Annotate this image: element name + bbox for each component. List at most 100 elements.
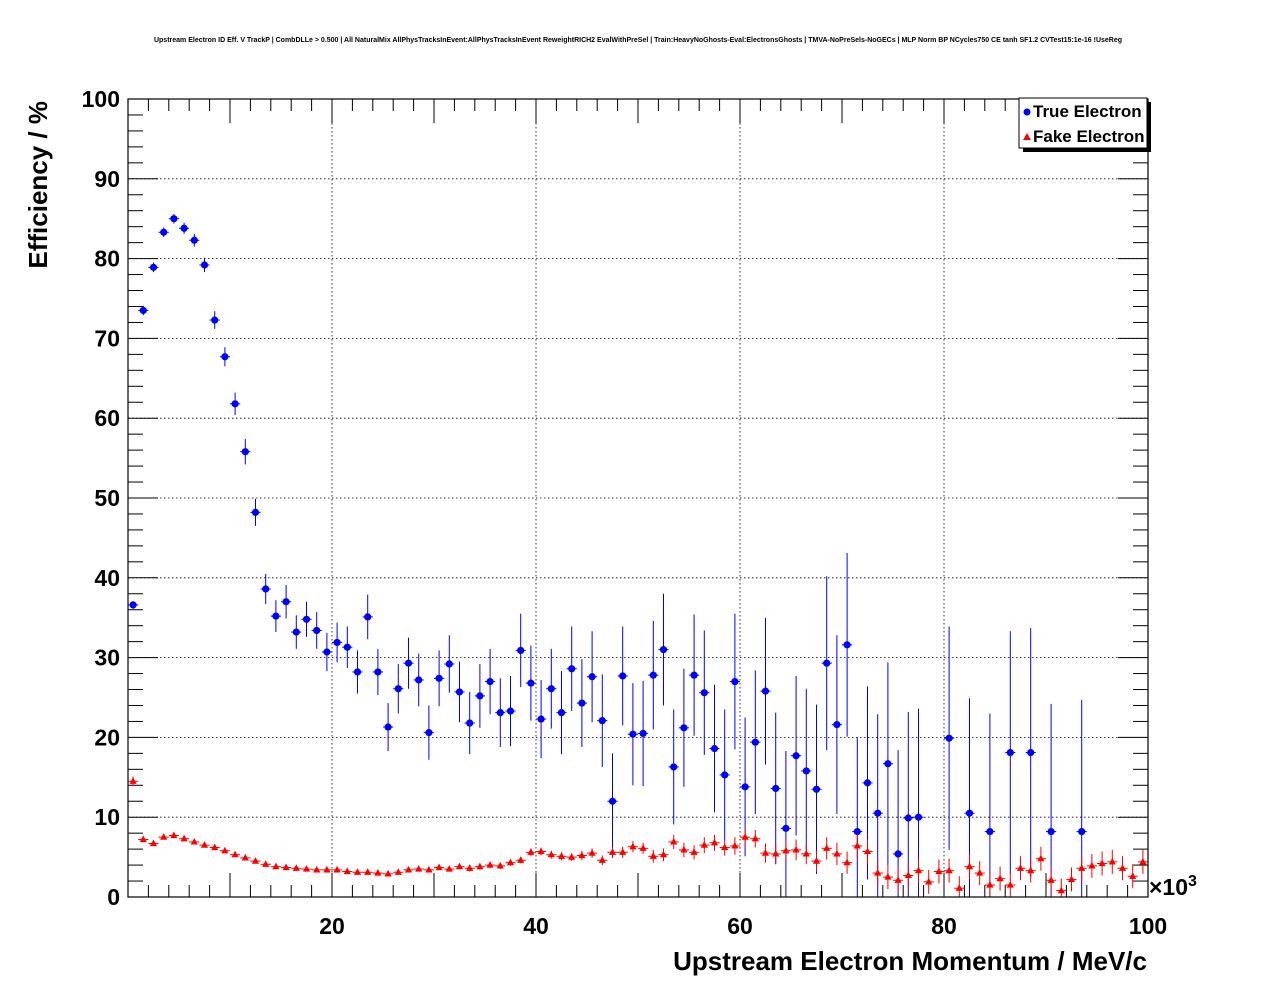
- legend: True Electron Fake Electron: [1018, 97, 1151, 152]
- data-point: [619, 848, 627, 855]
- data-point: [853, 841, 861, 849]
- data-point: [731, 841, 739, 849]
- data-point: [517, 646, 525, 655]
- x-multiplier-base: ×10: [1149, 874, 1188, 900]
- data-point: [302, 615, 311, 623]
- data-point: [578, 851, 586, 859]
- data-point: [496, 709, 504, 717]
- data-point: [272, 612, 280, 620]
- data-point: [598, 717, 606, 725]
- data-point: [608, 797, 617, 805]
- x-axis-title: Upstream Electron Momentum / MeV/c: [673, 946, 1147, 976]
- data-point: [476, 692, 484, 700]
- data-point: [190, 837, 198, 845]
- chart-title: Upstream Electron ID Eff. V TrackP | Com…: [154, 37, 1122, 44]
- data-point: [435, 674, 443, 682]
- series-true-electron: [128, 213, 1087, 897]
- data-point: [1098, 859, 1106, 867]
- data-point: [476, 862, 484, 870]
- data-point: [731, 677, 739, 686]
- data-point: [486, 677, 494, 686]
- data-point: [721, 843, 729, 851]
- data-point: [1108, 857, 1116, 865]
- y-axis-title: Efficiency / %: [23, 101, 53, 269]
- data-point: [863, 847, 872, 855]
- data-point: [517, 856, 525, 863]
- data-point: [537, 715, 545, 723]
- data-point: [700, 841, 708, 848]
- data-point: [272, 862, 280, 870]
- data-point: [221, 846, 229, 854]
- data-point: [384, 869, 392, 877]
- data-point: [455, 862, 464, 870]
- x-multiplier-exponent: 3: [1188, 873, 1197, 890]
- data-point: [659, 850, 668, 858]
- data-point: [241, 448, 249, 456]
- data-point: [1129, 872, 1137, 879]
- data-point: [211, 843, 219, 851]
- data-point: [231, 400, 239, 408]
- data-point: [353, 668, 362, 676]
- y-tick-label: 60: [94, 405, 120, 431]
- data-point: [415, 865, 423, 872]
- data-point: [466, 719, 474, 727]
- data-point: [639, 729, 647, 738]
- legend-label-true-electron: True Electron: [1033, 102, 1142, 121]
- y-tick-label: 30: [94, 645, 120, 671]
- data-point: [588, 673, 596, 681]
- data-point: [792, 845, 800, 853]
- data-point: [190, 236, 198, 244]
- data-point: [1027, 866, 1035, 874]
- data-point: [313, 865, 321, 873]
- data-point: [1006, 748, 1014, 757]
- data-point: [506, 707, 515, 715]
- data-point: [445, 660, 453, 668]
- data-point: [170, 215, 178, 223]
- data-point: [200, 261, 209, 269]
- data-point: [996, 874, 1004, 882]
- data-point: [557, 709, 566, 717]
- data-point: [680, 724, 688, 732]
- data-point: [241, 853, 249, 861]
- data-point: [649, 671, 657, 679]
- data-point: [343, 643, 351, 651]
- grid: [128, 99, 1148, 897]
- data-point: [833, 721, 841, 729]
- data-point: [486, 861, 494, 868]
- data-point: [629, 730, 637, 738]
- data-point: [884, 873, 892, 880]
- data-point: [659, 646, 668, 654]
- data-point: [782, 824, 790, 832]
- data-point: [690, 848, 698, 855]
- data-point: [670, 837, 678, 845]
- data-point: [965, 862, 974, 870]
- data-point: [925, 877, 933, 885]
- data-point: [557, 852, 566, 859]
- legend-marker-true-electron: [1023, 108, 1031, 116]
- data-point: [802, 767, 810, 775]
- data-point: [710, 744, 719, 753]
- y-tick-label: 10: [94, 804, 120, 830]
- data-point: [894, 876, 902, 883]
- y-tick-label: 0: [107, 884, 120, 910]
- data-point: [547, 685, 555, 693]
- data-point: [415, 676, 423, 684]
- data-point: [425, 729, 433, 737]
- data-point: [466, 864, 474, 871]
- data-point: [976, 869, 984, 876]
- data-point: [782, 846, 790, 854]
- data-point: [812, 857, 821, 864]
- data-point: [823, 844, 831, 851]
- y-tick-label: 80: [94, 246, 120, 272]
- data-point: [323, 648, 331, 656]
- legend-box: [1018, 97, 1148, 149]
- data-point: [537, 847, 545, 855]
- data-point: [639, 844, 647, 851]
- data-point: [833, 849, 841, 857]
- data-point: [455, 688, 464, 696]
- data-point: [1037, 854, 1045, 862]
- data-point: [843, 641, 851, 649]
- data-point: [200, 841, 209, 848]
- data-series: [128, 213, 1148, 897]
- data-point: [323, 865, 331, 873]
